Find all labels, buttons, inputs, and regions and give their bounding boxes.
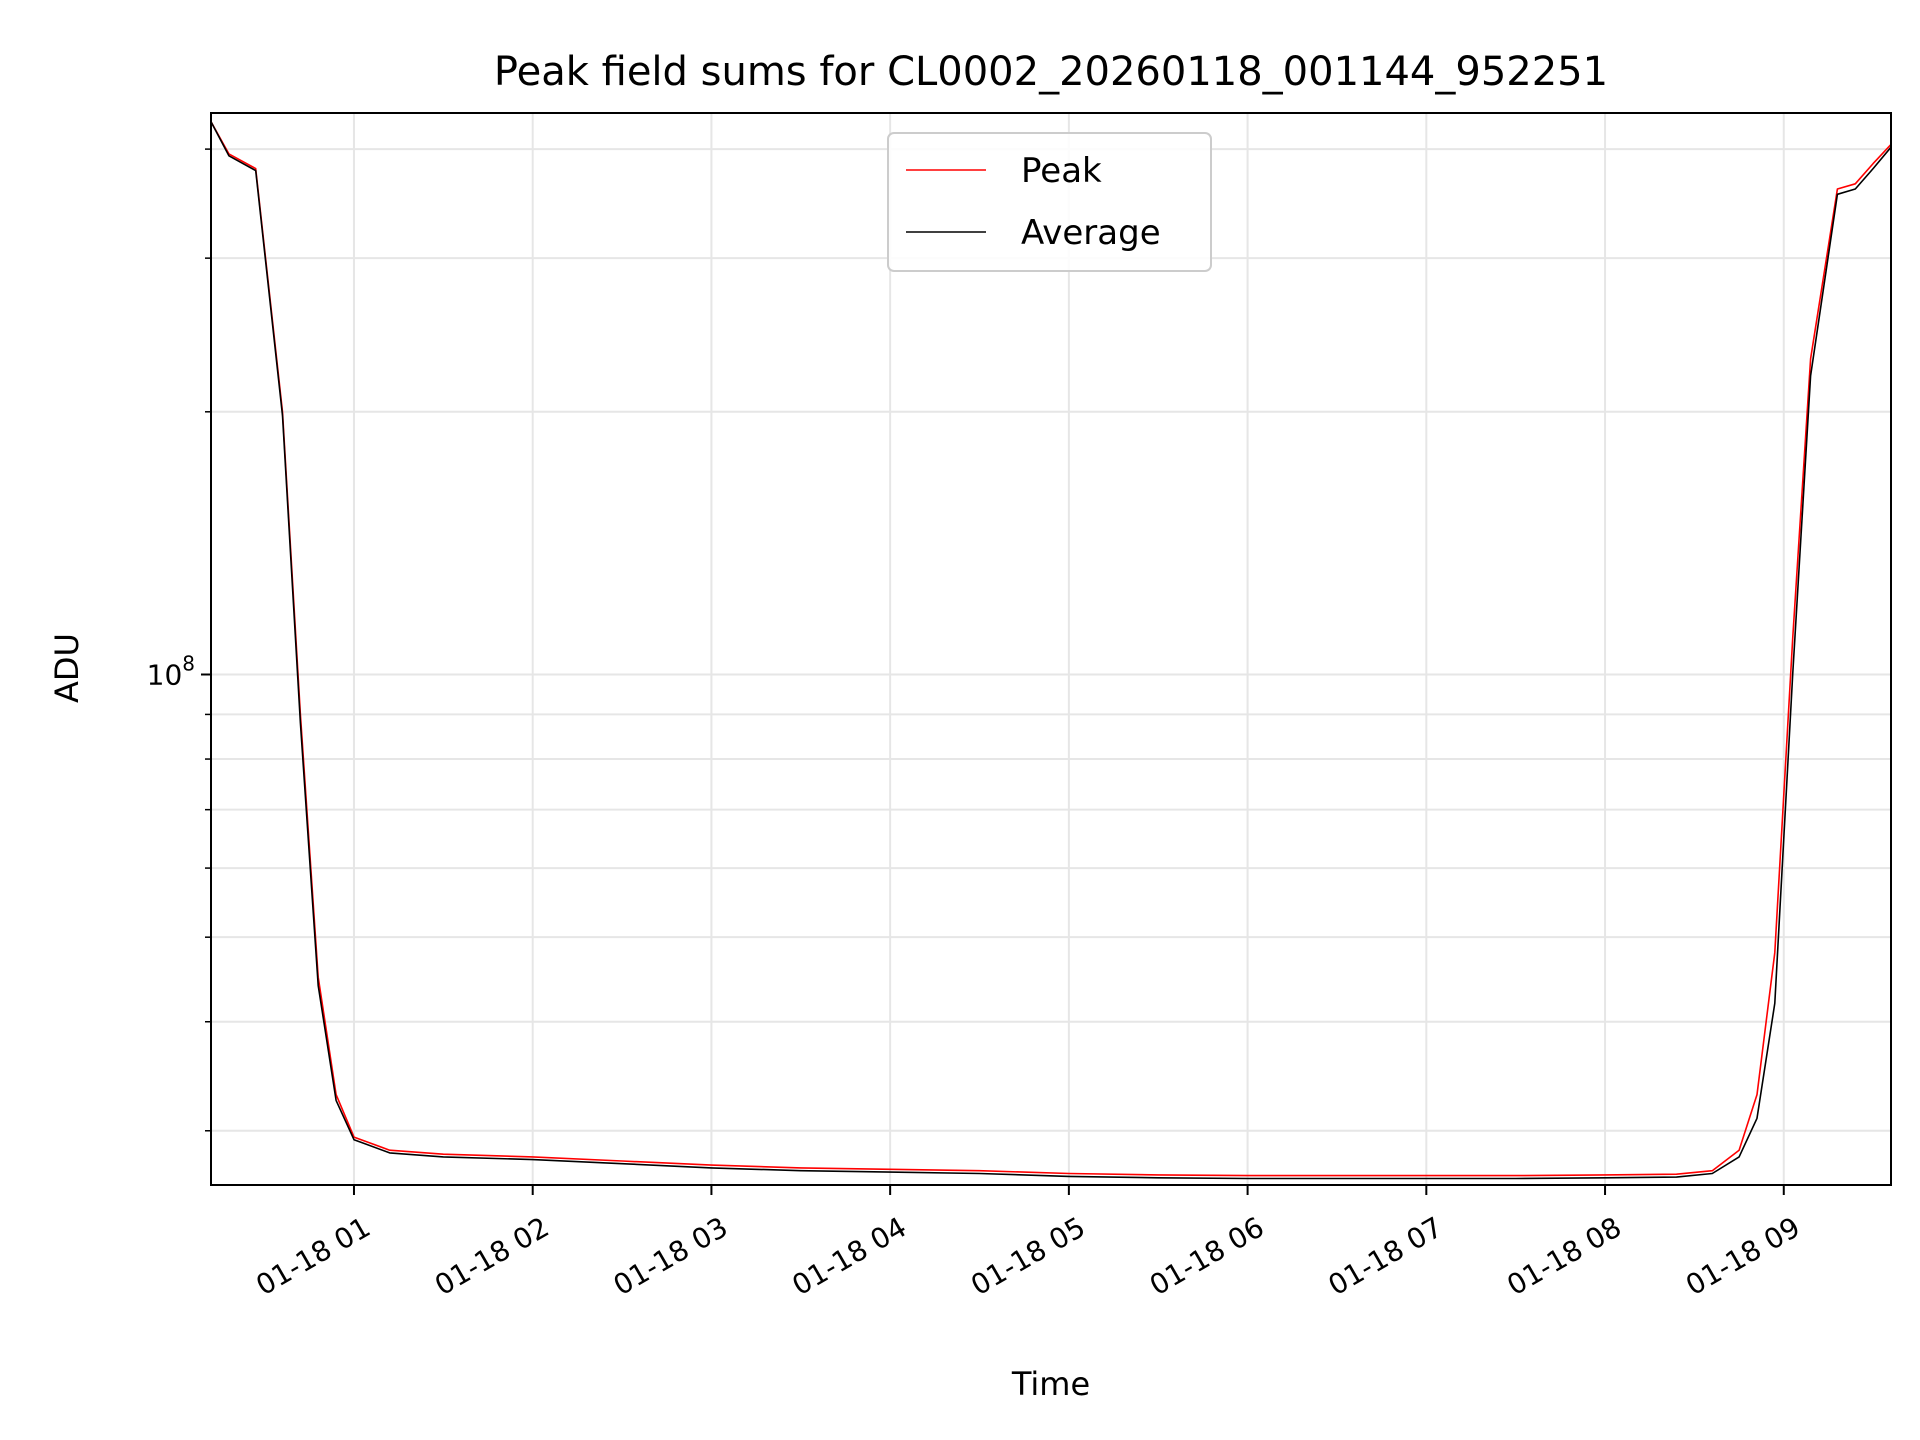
y-axis-label: ADU: [48, 633, 86, 703]
legend-peak-label: Peak: [1021, 151, 1102, 191]
legend-average-label: Average: [1021, 213, 1161, 253]
legend: Peak Average: [887, 132, 1212, 272]
legend-box: [887, 132, 1212, 272]
series-layer: [210, 121, 1892, 1180]
plot-frame: [210, 112, 1892, 1186]
chart-title: Peak field sums for CL0002_20260118_0011…: [494, 49, 1608, 95]
series-line-peak: [210, 121, 1892, 1177]
y-tick-label: 108: [147, 651, 195, 691]
grid-lines: [211, 113, 1891, 1185]
x-axis-label: Time: [1011, 1365, 1090, 1403]
series-line-average: [210, 121, 1892, 1180]
